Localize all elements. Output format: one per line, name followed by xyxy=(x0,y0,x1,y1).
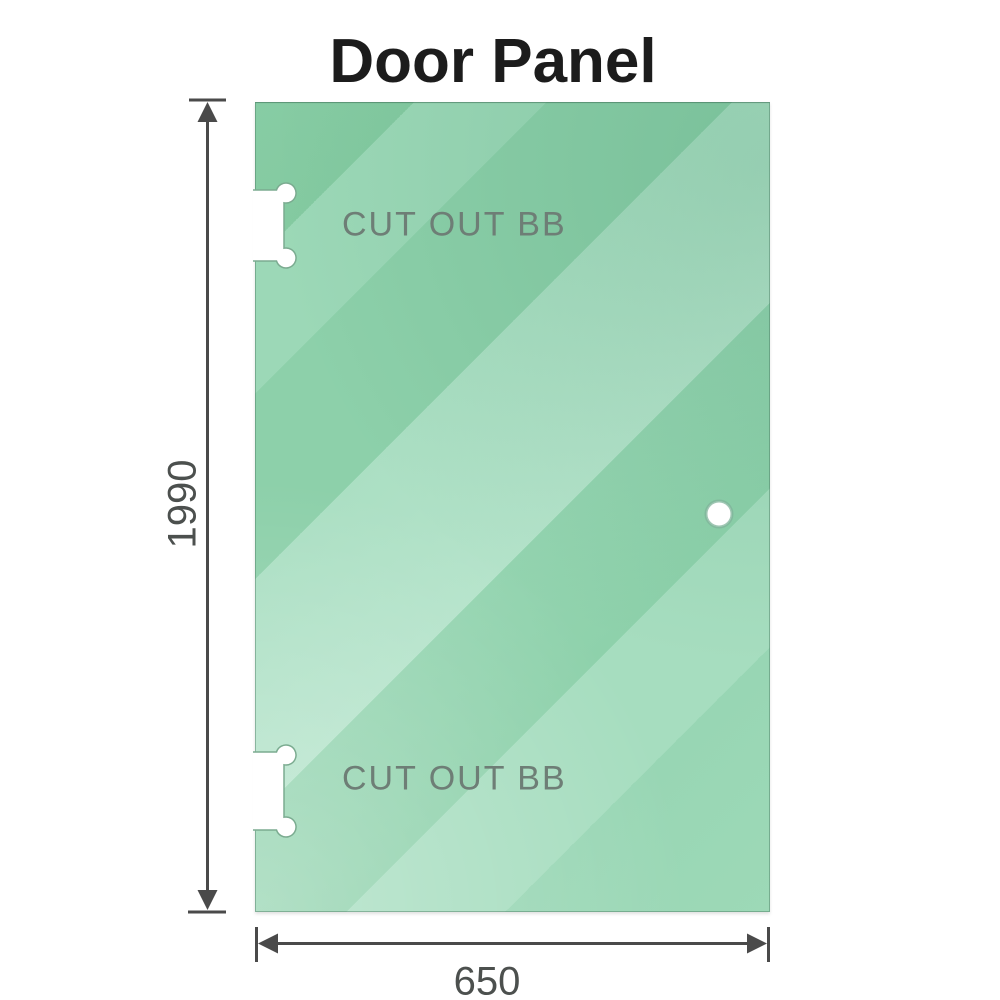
height-dimension-value: 1990 xyxy=(160,459,205,549)
cutout-label-top: CUT OUT BB xyxy=(342,205,567,244)
glass-panel xyxy=(255,102,770,912)
cutout-label-bottom: CUT OUT BB xyxy=(342,759,567,798)
width-dimension-line xyxy=(255,927,770,962)
page-title: Door Panel xyxy=(329,27,657,96)
arrow-left-icon xyxy=(258,933,278,954)
arrow-right-icon xyxy=(747,933,767,954)
arrow-up-icon xyxy=(197,102,218,122)
width-dimension-value: 650 xyxy=(453,959,521,1000)
arrow-down-icon xyxy=(197,890,218,910)
